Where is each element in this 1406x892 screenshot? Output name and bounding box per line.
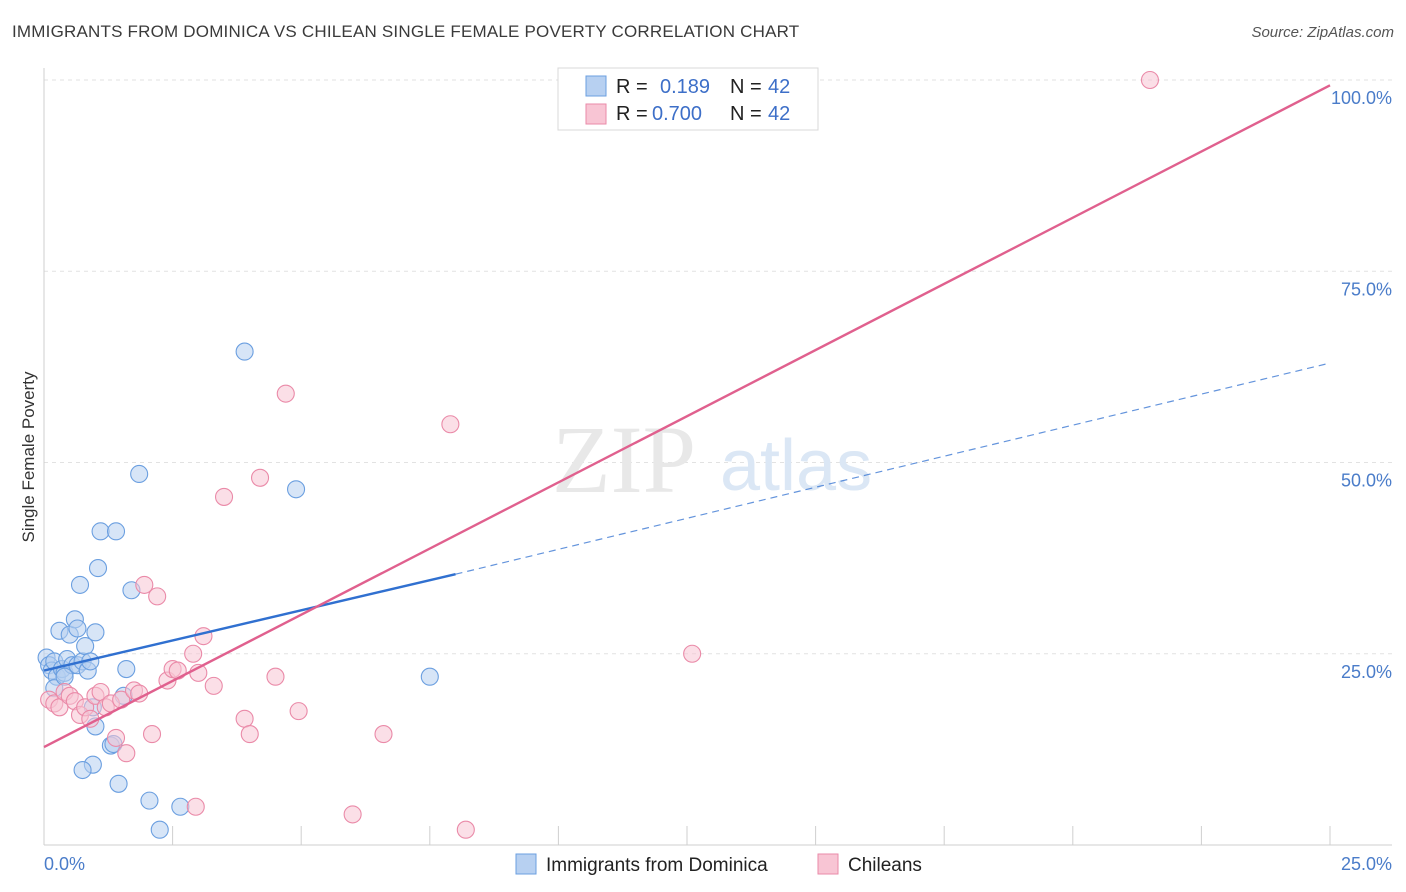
legend-swatch-blue	[585, 75, 607, 97]
point-s0-23	[73, 760, 92, 780]
point-s1-38	[456, 820, 475, 839]
point-s0-33	[130, 464, 149, 484]
point-s1-8	[81, 709, 100, 728]
bottom-legend-label-chileans: Chileans	[848, 855, 922, 876]
trend-line-chileans	[43, 84, 1331, 749]
point-s1-36	[374, 725, 393, 744]
trend-line-dominica	[43, 573, 456, 672]
y-tick-label-0: 25.0%	[1341, 662, 1392, 682]
point-s1-29	[235, 709, 254, 728]
trend-line-dominica-extension	[455, 362, 1331, 575]
point-s1-26	[194, 627, 213, 646]
bottom-legend: Immigrants from Dominica Chileans	[515, 853, 922, 876]
bottom-legend-swatch-pink	[817, 853, 839, 875]
legend-r-label-1: R =	[616, 76, 648, 98]
point-s0-41	[55, 667, 74, 686]
point-s1-41	[186, 797, 205, 816]
point-s0-21	[86, 623, 105, 642]
x-tick-min: 0.0%	[44, 854, 85, 874]
axis-layer	[43, 68, 1392, 846]
y-axis-label: Single Female Poverty	[19, 371, 38, 543]
point-s1-35	[343, 805, 362, 824]
point-s1-37	[441, 415, 460, 434]
point-s0-35	[150, 820, 169, 839]
point-s1-32	[266, 667, 285, 686]
legend-r-value-2: 0.700	[652, 103, 702, 125]
point-s1-30	[240, 725, 259, 744]
point-s1-20	[148, 587, 167, 606]
watermark: ZIP atlas	[552, 406, 872, 513]
y-tick-label-2: 75.0%	[1341, 279, 1392, 299]
legend-r-label-2: R =	[616, 103, 648, 125]
grid-layer	[44, 79, 1392, 655]
watermark-atlas-text: atlas	[720, 426, 872, 506]
legend-n-label-1: N =	[730, 76, 762, 98]
point-s0-31	[117, 659, 136, 679]
y-tick-label-1: 50.0%	[1341, 471, 1392, 491]
point-s1-19	[142, 725, 162, 744]
point-s1-13	[106, 728, 126, 747]
point-s0-34	[140, 791, 159, 810]
point-s1-17	[130, 684, 149, 703]
trend-layer	[43, 84, 1331, 749]
points-layer	[37, 70, 1160, 839]
point-s1-34	[289, 702, 308, 721]
legend-n-value-1: 42	[768, 76, 790, 98]
y-tick-label-3: 100.0%	[1331, 88, 1392, 108]
bottom-legend-label-dominica: Immigrants from Dominica	[546, 855, 768, 876]
x-tick-max: 25.0%	[1341, 854, 1392, 874]
point-s1-39	[683, 644, 702, 663]
legend-box: R = 0.189 N = 42 R = 0.700 N = 42	[557, 67, 819, 131]
point-s0-24	[88, 559, 108, 578]
point-s0-12	[68, 619, 87, 638]
point-s0-25	[91, 522, 110, 541]
point-s1-15	[117, 744, 136, 763]
point-s0-36	[171, 797, 190, 816]
point-s1-24	[184, 644, 203, 663]
legend-swatch-pink	[585, 103, 607, 125]
legend-n-label-2: N =	[730, 103, 762, 125]
legend-n-value-2: 42	[768, 103, 790, 125]
point-s1-33	[276, 384, 295, 403]
legend-r-value-1: 0.189	[660, 76, 710, 98]
point-s1-18	[135, 575, 154, 594]
point-s0-39	[420, 667, 439, 686]
point-s0-37	[235, 342, 254, 361]
bottom-legend-swatch-blue	[515, 853, 537, 875]
point-s0-38	[287, 480, 306, 499]
chart-title: IMMIGRANTS FROM DOMINICA VS CHILEAN SING…	[12, 22, 800, 41]
chart-source: Source: ZipAtlas.com	[1251, 24, 1394, 41]
point-s0-28	[106, 522, 126, 541]
point-s1-28	[214, 487, 234, 506]
point-s1-40	[1140, 70, 1160, 90]
point-s0-29	[109, 774, 128, 793]
point-s0-14	[70, 575, 90, 594]
point-s1-27	[204, 676, 223, 695]
y-tick-labels: 25.0% 50.0% 75.0% 100.0%	[1331, 88, 1392, 682]
point-s1-31	[250, 468, 270, 487]
